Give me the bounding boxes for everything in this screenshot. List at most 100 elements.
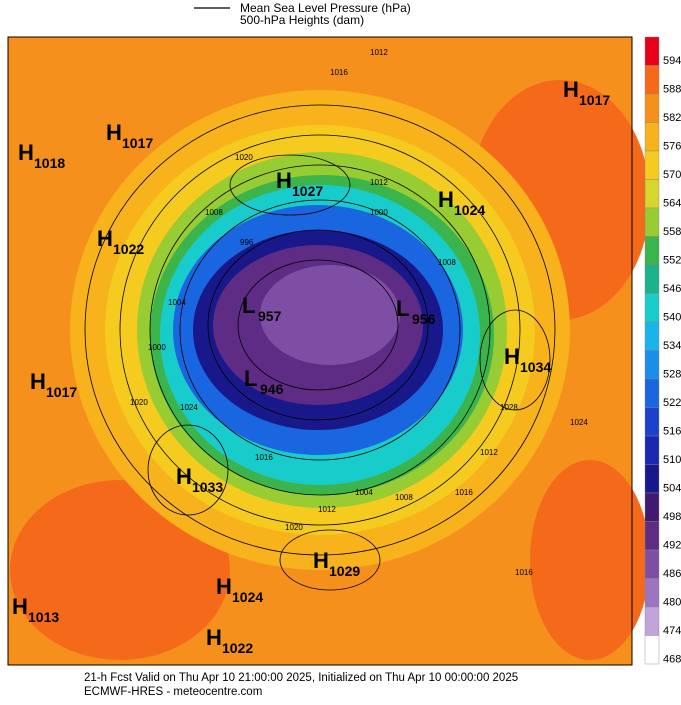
- warm-area: [530, 460, 650, 660]
- isobar-label: 1008: [205, 208, 223, 217]
- isobar-label: 1012: [370, 48, 388, 57]
- isobar-label: 1016: [515, 568, 533, 577]
- isobar-label: 1028: [500, 403, 518, 412]
- map: [8, 37, 650, 665]
- center-value: 1018: [34, 155, 65, 171]
- isobar-label: 1020: [130, 398, 148, 407]
- colorbar-label: 576: [663, 141, 681, 153]
- center-type: H: [276, 168, 292, 193]
- isobar-label: 1020: [285, 523, 303, 532]
- footer-line: ECMWF-HRES - meteocentre.com: [84, 686, 262, 698]
- footer-line: 21-h Fcst Valid on Thu Apr 10 21:00:00 2…: [84, 672, 518, 684]
- center-type: H: [563, 77, 579, 102]
- isobar-label: 1004: [168, 298, 186, 307]
- isobar-label: 1012: [318, 505, 336, 514]
- header-line: Mean Sea Level Pressure (hPa): [240, 1, 411, 15]
- colorbar-label: 540: [663, 312, 681, 324]
- colorbar-bin: [644, 93, 660, 123]
- center-type: L: [242, 293, 255, 318]
- center-type: H: [12, 594, 28, 619]
- colorbar-label: 468: [663, 654, 681, 666]
- center-type: H: [206, 625, 222, 650]
- center-type: H: [18, 140, 34, 165]
- center-value: 957: [258, 308, 282, 324]
- colorbar-label: 474: [663, 625, 681, 637]
- center-value: 1022: [113, 241, 144, 257]
- colorbar-bin: [644, 635, 660, 665]
- center-type: H: [30, 369, 46, 394]
- colorbar-bin: [644, 407, 660, 437]
- height-band: [260, 265, 400, 365]
- center-value: 1017: [122, 135, 153, 151]
- isobar-label: 1004: [355, 488, 373, 497]
- colorbar-label: 486: [663, 568, 681, 580]
- colorbar-label: 528: [663, 369, 681, 381]
- center-type: H: [97, 226, 113, 251]
- isobar-label: 1000: [370, 208, 388, 217]
- isobar-label: 1000: [148, 343, 166, 352]
- colorbar-bin: [644, 150, 660, 180]
- colorbar-bin: [644, 179, 660, 209]
- colorbar-label: 510: [663, 454, 681, 466]
- isobar-label: 1012: [370, 178, 388, 187]
- isobars: [84, 104, 556, 591]
- center-value: 1024: [232, 589, 263, 605]
- colorbar-bin: [644, 435, 660, 465]
- isobar-label: 1016: [330, 68, 348, 77]
- isobar-label: 1024: [570, 418, 588, 427]
- isobar-label: 1016: [255, 453, 273, 462]
- isobar-label: 1024: [180, 403, 198, 412]
- header-line: 500-hPa Heights (dam): [240, 13, 364, 27]
- center-type: H: [313, 548, 329, 573]
- map-frame: [7, 36, 633, 666]
- colorbar-label: 480: [663, 597, 681, 609]
- colorbar-bin: [644, 321, 660, 351]
- colorbar-label: 498: [663, 511, 681, 523]
- center-type: H: [176, 464, 192, 489]
- colorbar-label: 534: [663, 340, 681, 352]
- colorbar-label: 570: [663, 169, 681, 181]
- colorbar-bin: [644, 65, 660, 95]
- center-value: 1034: [520, 359, 551, 375]
- center-type: H: [438, 187, 454, 212]
- colorbar-label: 582: [663, 112, 681, 124]
- isobar-label: 996: [240, 238, 254, 247]
- colorbar-label: 552: [663, 255, 681, 267]
- colorbar-bin: [644, 549, 660, 579]
- colorbar-bin: [644, 464, 660, 494]
- center-value: 1013: [28, 609, 59, 625]
- colorbar-label: 522: [663, 397, 681, 409]
- colorbar-label: 492: [663, 540, 681, 552]
- colorbar-bin: [644, 492, 660, 522]
- center-type: L: [244, 366, 257, 391]
- center-type: H: [216, 574, 232, 599]
- center-value: 1017: [46, 384, 77, 400]
- colorbar-label: 504: [663, 483, 681, 495]
- colorbar-label: 594: [663, 55, 681, 67]
- center-type: H: [106, 120, 122, 145]
- colorbar-bin: [644, 350, 660, 380]
- colorbar-bin: [644, 293, 660, 323]
- center-value: 1022: [222, 640, 253, 656]
- colorbar-bin: [644, 378, 660, 408]
- colorbar-bin: [644, 207, 660, 237]
- isobar-label: 1012: [480, 448, 498, 457]
- center-type: H: [504, 344, 520, 369]
- colorbar-label: 564: [663, 198, 681, 210]
- colorbar-label: 588: [663, 84, 681, 96]
- center-value: 1027: [292, 183, 323, 199]
- colorbar-bin: [644, 521, 660, 551]
- isobar-label: 1016: [455, 488, 473, 497]
- center-type: L: [396, 296, 409, 321]
- center-value: 1029: [329, 563, 360, 579]
- colorbar-bin: [644, 236, 660, 266]
- colorbar-label: 516: [663, 426, 681, 438]
- center-value: 1017: [579, 92, 610, 108]
- center-value: 946: [260, 381, 284, 397]
- colorbar: 594 588 582 576 570 564 558 552 546 540 534 528 522 5…: [644, 36, 681, 666]
- isobar-label: 1020: [235, 153, 253, 162]
- isobar-label: 1008: [395, 493, 413, 502]
- colorbar-bin: [644, 606, 660, 636]
- colorbar-label: 558: [663, 226, 681, 238]
- colorbar-label: 546: [663, 283, 681, 295]
